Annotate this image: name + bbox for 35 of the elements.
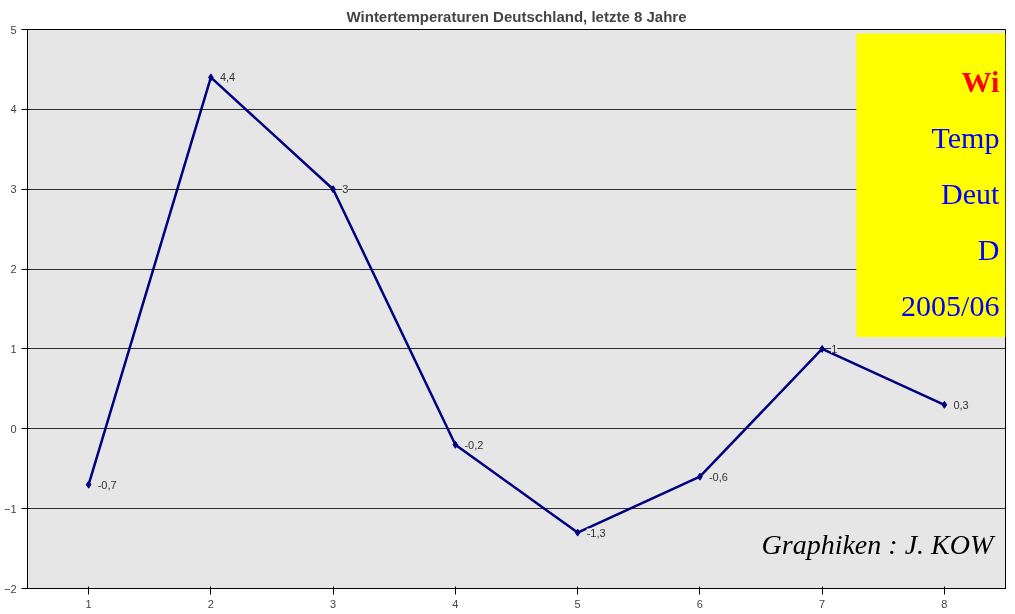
y-tick-label: 3 <box>10 183 17 196</box>
x-tick-label: 3 <box>330 597 337 610</box>
data-label: 1 <box>831 342 838 355</box>
y-tick-label: −1 <box>3 502 17 515</box>
data-label: -0,6 <box>708 470 728 483</box>
point <box>452 440 459 449</box>
y-tick-label: −2 <box>3 582 17 595</box>
y-tick-label: 4 <box>10 103 17 116</box>
x-tick-label: 8 <box>941 597 948 610</box>
data-label: -0,7 <box>97 478 117 491</box>
x-tick-label: 6 <box>696 597 703 610</box>
point <box>574 528 581 537</box>
data-label: 3 <box>342 183 349 196</box>
annotation: Graphiken : J. KOW <box>761 529 996 561</box>
annotation: Wi <box>961 64 1000 98</box>
data-label: -1,3 <box>586 526 606 539</box>
y-tick-label: 5 <box>10 23 17 36</box>
annotation: Deut <box>941 176 1001 210</box>
point <box>941 400 948 409</box>
data-label: 0,3 <box>953 398 969 411</box>
point <box>85 480 92 489</box>
annotation: 2005/06 <box>901 288 1000 322</box>
y-tick-label: 0 <box>10 422 17 435</box>
chart-title: Wintertemperaturen Deutschland, letzte 8 Jahre <box>346 7 687 25</box>
x-tick-label: 1 <box>85 597 92 610</box>
annotation: D <box>977 232 1000 266</box>
x-tick-label: 5 <box>574 597 581 610</box>
annotation: Temp <box>931 120 1000 154</box>
data-label: -0,2 <box>464 438 484 451</box>
data-label: 4,4 <box>219 71 236 84</box>
x-tick-label: 7 <box>819 597 826 610</box>
y-tick-label: 1 <box>10 342 17 355</box>
y-tick-label: 2 <box>10 263 17 276</box>
x-tick-label: 2 <box>207 597 214 610</box>
x-tick-label: 4 <box>452 597 459 610</box>
